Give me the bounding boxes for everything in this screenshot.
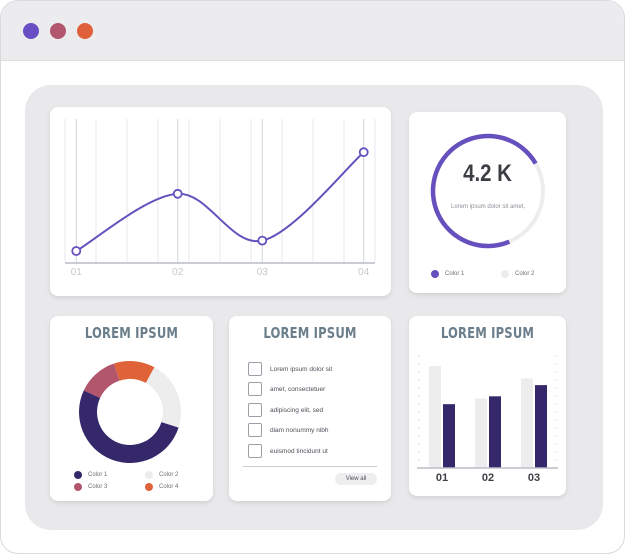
- donut-slice-2: [145, 367, 181, 428]
- checklist-label: amet, consectetuer: [270, 385, 326, 393]
- checklist-item[interactable]: adipiscing elit, sed: [248, 403, 323, 417]
- donut-slice-1: [78, 390, 179, 464]
- data-point: [358, 147, 369, 158]
- donut-chart-card: LOREM IPSUM Color 1 Color 2 Color 3 Colo…: [50, 316, 213, 501]
- bar-series-1: [429, 366, 441, 468]
- checklist-card: LOREM IPSUM Lorem ipsum dolor sit amet, …: [229, 316, 391, 501]
- checklist-item[interactable]: Lorem ipsum dolor sit: [248, 362, 332, 376]
- ring-progress: [430, 133, 538, 249]
- legend-label: Color 4: [159, 484, 179, 490]
- bar-chart-card: LOREM IPSUM 01 02 03: [409, 316, 566, 496]
- legend-item-color-1: Color 1: [431, 270, 464, 278]
- legend-label: Color 1: [445, 271, 465, 277]
- legend-item-color-2: Color 2: [501, 270, 534, 278]
- line-chart: 01 02 03 04: [64, 119, 376, 278]
- checkbox[interactable]: [248, 444, 262, 458]
- x-tick-label: 03: [528, 472, 540, 484]
- legend-item-color-3: Color 3: [74, 483, 107, 491]
- checklist-label: diam nonummy nibh: [270, 426, 329, 434]
- data-point: [172, 188, 183, 199]
- checkbox[interactable]: [248, 403, 262, 417]
- legend-swatch: [431, 270, 439, 278]
- legend-item-color-4: Color 4: [145, 483, 178, 491]
- checklist-item[interactable]: euismod tincidunt ut: [248, 444, 328, 458]
- divider: [243, 466, 377, 467]
- card-title: LOREM IPSUM: [263, 324, 357, 342]
- legend-swatch: [145, 483, 153, 491]
- bar-series-1: [475, 398, 487, 468]
- stat-card: 4.2 K Lorem ipsum dolor sit amet, Color …: [409, 112, 566, 293]
- checklist-label: adipiscing elit, sed: [270, 406, 324, 414]
- legend-swatch: [501, 270, 509, 278]
- close-window-button[interactable]: [23, 23, 39, 39]
- legend-label: Color 3: [88, 484, 108, 490]
- title-bar: [1, 1, 624, 61]
- legend-item-color-1: Color 1: [74, 471, 107, 479]
- donut-chart: [78, 361, 181, 464]
- bar-series-2: [443, 404, 455, 468]
- bar-series-1: [521, 378, 533, 468]
- view-all-button[interactable]: View all: [335, 473, 377, 485]
- donut-slice-3: [83, 363, 120, 399]
- legend-label: Color 2: [515, 271, 535, 277]
- card-title: LOREM IPSUM: [84, 324, 179, 342]
- checkbox[interactable]: [248, 382, 262, 396]
- stat-subtitle: Lorem ipsum dolor sit amet,: [450, 204, 526, 210]
- donut-slice-4: [114, 361, 155, 384]
- checkbox[interactable]: [248, 423, 262, 437]
- checklist-label: euismod tincidunt ut: [270, 447, 328, 455]
- bar-series-2: [489, 396, 501, 468]
- checklist-item[interactable]: amet, consectetuer: [248, 382, 325, 396]
- checklist-label: Lorem ipsum dolor sit: [270, 365, 333, 373]
- progress-ring-chart: [430, 133, 545, 249]
- bar-series-2: [535, 385, 547, 468]
- x-tick-label: 02: [482, 472, 494, 484]
- minimize-window-button[interactable]: [50, 23, 66, 39]
- card-title: LOREM IPSUM: [440, 324, 535, 342]
- line-chart-card: 01 02 03 04: [50, 107, 391, 296]
- checklist-item[interactable]: diam nonummy nibh: [248, 423, 329, 437]
- data-point: [257, 235, 268, 246]
- legend-swatch: [145, 471, 153, 479]
- legend-item-color-2: Color 2: [145, 471, 178, 479]
- data-point: [71, 246, 82, 256]
- stat-value: 4.2 K: [463, 160, 512, 187]
- series-line: [75, 151, 365, 252]
- checkbox[interactable]: [248, 362, 262, 376]
- legend-label: Color 2: [159, 472, 179, 478]
- x-tick-label: 03: [257, 267, 269, 278]
- bar-chart: 01 02 03: [417, 355, 558, 484]
- x-tick-label: 01: [71, 267, 83, 278]
- maximize-window-button[interactable]: [77, 23, 93, 39]
- x-tick-label: 01: [436, 472, 448, 484]
- legend-swatch: [74, 471, 82, 479]
- legend-swatch: [74, 483, 82, 491]
- legend-label: Color 1: [88, 472, 108, 478]
- x-tick-label: 04: [358, 267, 370, 278]
- x-tick-label: 02: [172, 267, 184, 278]
